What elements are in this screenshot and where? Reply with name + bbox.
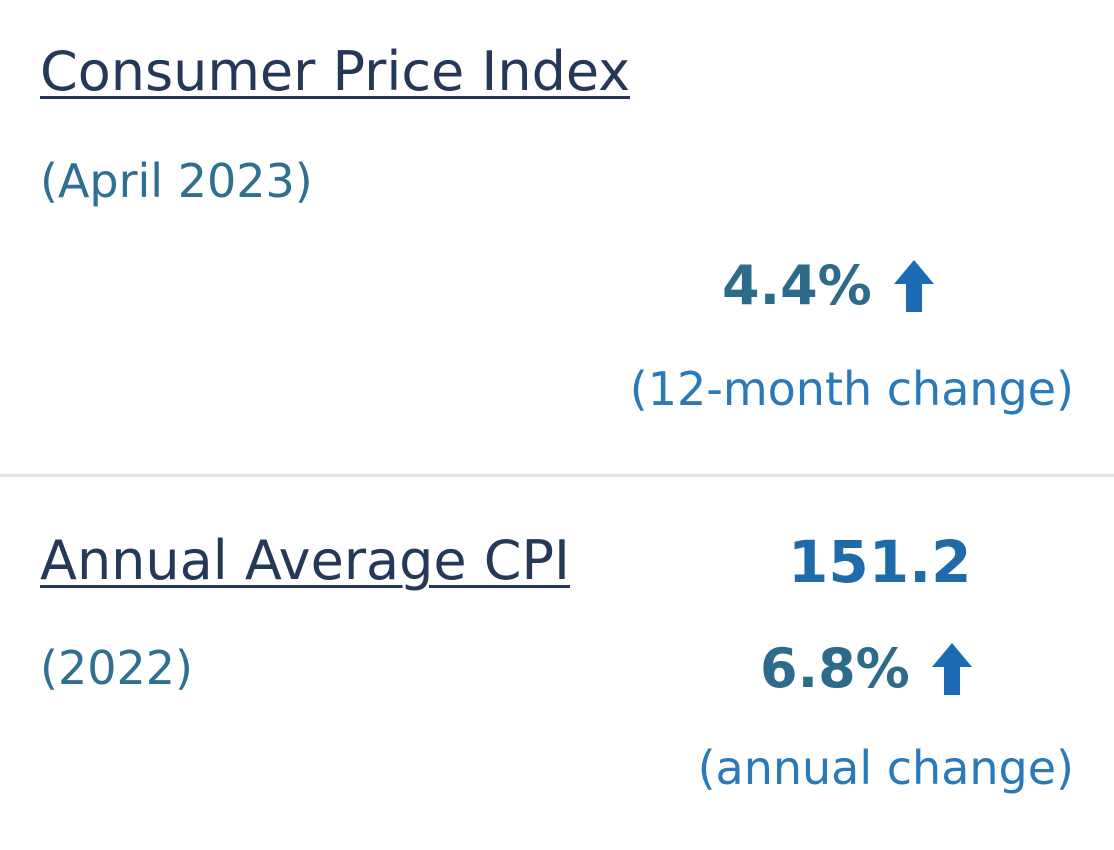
cpi-section: Consumer Price Index (April 2023) 4.4% (… xyxy=(40,40,1074,416)
cpi-title-link[interactable]: Consumer Price Index xyxy=(40,40,631,103)
annual-cpi-title-link[interactable]: Annual Average CPI xyxy=(40,529,570,592)
cpi-period: (April 2023) xyxy=(40,154,313,208)
section-divider xyxy=(0,474,1114,477)
cpi-change-percent: 4.4% xyxy=(722,254,872,317)
annual-cpi-section: Annual Average CPI 151.2 (2022) 6.8% (an… xyxy=(0,477,1114,850)
annual-cpi-period: (2022) xyxy=(40,641,193,695)
cpi-change-value: 4.4% xyxy=(722,258,936,314)
arrow-up-icon xyxy=(892,258,936,314)
annual-cpi-change-caption: (annual change) xyxy=(697,741,1074,795)
cpi-change-caption: (12-month change) xyxy=(629,362,1074,416)
annual-cpi-change-percent: 6.8% xyxy=(760,637,910,700)
annual-cpi-change-value: 6.8% xyxy=(760,641,974,697)
arrow-up-icon xyxy=(930,641,974,697)
annual-cpi-index-value: 151.2 xyxy=(788,528,972,596)
